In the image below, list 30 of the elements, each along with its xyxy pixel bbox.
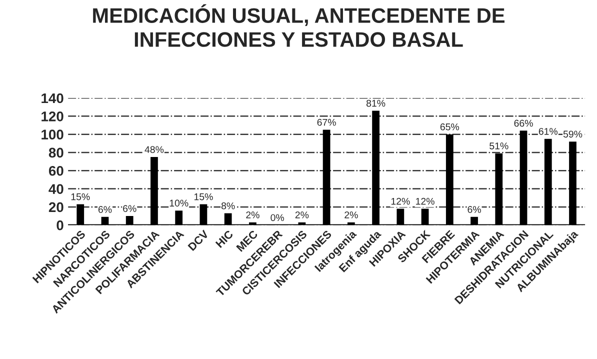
annotation: 6% [98, 206, 112, 213]
annotation: 67% [317, 118, 336, 126]
annotation: 61% [538, 128, 558, 135]
annotation: 0% [270, 214, 284, 222]
y-tick-label: 120 [42, 111, 64, 122]
annotation: 12% [391, 198, 410, 205]
annotation: 2% [344, 211, 358, 218]
y-tick-label: 100 [42, 130, 64, 140]
annotation: 6% [468, 206, 481, 213]
y-tick-label: 140 [42, 93, 64, 104]
annotation: 10% [170, 200, 188, 207]
y-tick-label: 0 [56, 220, 64, 230]
y-tick-label: 60 [48, 166, 64, 176]
annotation: 81% [366, 100, 386, 107]
y-tick-label: 20 [48, 202, 64, 212]
y-tick-label: 40 [48, 184, 64, 194]
annotation: 8% [221, 202, 235, 210]
annotation: 15% [71, 193, 90, 200]
annotation: 66% [514, 120, 533, 127]
annotation: 12% [416, 198, 434, 205]
annotation: 2% [246, 211, 260, 218]
annotation: 51% [490, 142, 508, 150]
y-tick-label: 80 [48, 148, 64, 158]
annotation: 15% [194, 193, 213, 200]
annotation: 59% [563, 130, 582, 138]
annotation: 65% [440, 123, 460, 130]
annotation: 48% [144, 146, 164, 154]
annotation: 2% [295, 211, 309, 218]
annotation: 6% [123, 205, 136, 212]
chart-title: MEDICACIÓN USUAL, ANTECEDENTE DE INFECCIONES Y ESTADO BASAL [93, 4, 504, 47]
